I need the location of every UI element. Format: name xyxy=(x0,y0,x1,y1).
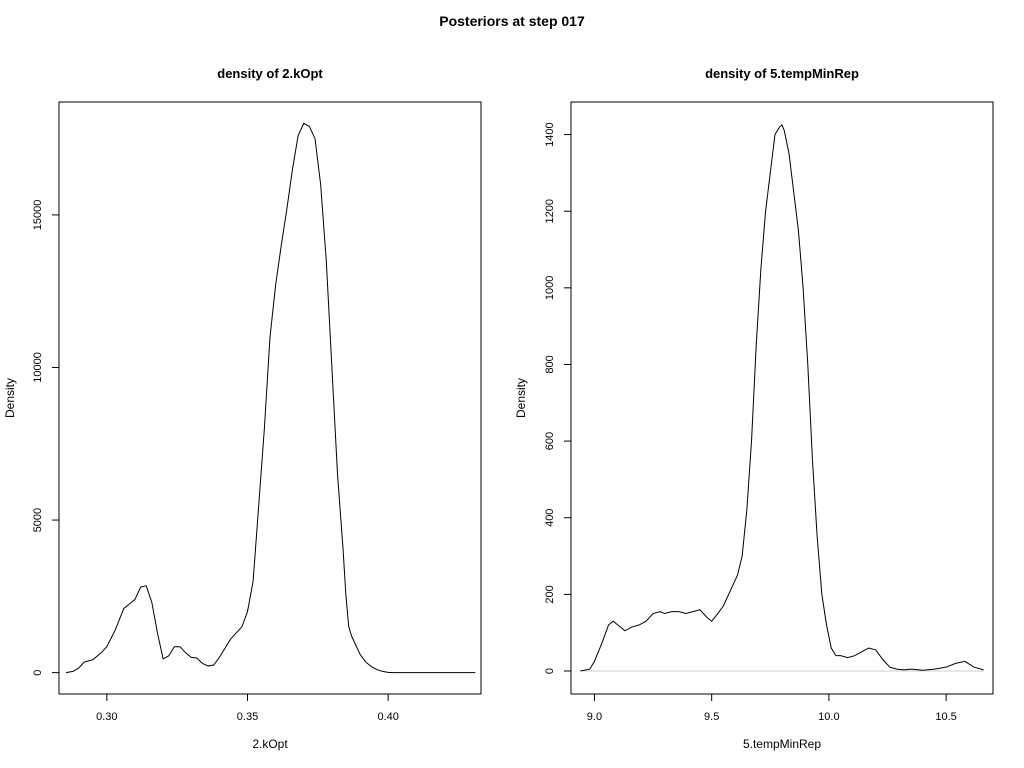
x-tick-label: 0.30 xyxy=(96,711,117,723)
panel-title: density of 2.kOpt xyxy=(217,66,323,81)
y-tick-label: 15000 xyxy=(32,200,44,231)
x-axis-label: 2.kOpt xyxy=(252,737,288,751)
panel-kopt-density: density of 2.kOpt 0.30 0.35 0.40 0 5000 1000… xyxy=(3,66,482,751)
y-tick-label: 0 xyxy=(544,668,556,674)
y-tick-label: 5000 xyxy=(32,508,44,532)
y-tick-label: 10000 xyxy=(32,352,44,383)
x-tick-label: 9.5 xyxy=(704,711,719,723)
plot-frame xyxy=(570,101,994,695)
x-tick-label: 9.0 xyxy=(587,711,602,723)
y-axis-label: Density xyxy=(3,378,17,418)
y-tick-label: 1000 xyxy=(544,276,556,300)
panel-title: density of 5.tempMinRep xyxy=(705,66,859,81)
figure-title: Posteriors at step 017 xyxy=(439,13,585,29)
y-tick-label: 600 xyxy=(544,432,556,450)
y-tick-label: 400 xyxy=(544,509,556,527)
panel-tempminrep-density: density of 5.tempMinRep 9.0 9.5 10.0 10.5 0… xyxy=(514,66,994,751)
density-curve xyxy=(65,122,476,674)
y-axis: 0 200 400 600 800 1000 1200 1400 xyxy=(544,122,572,674)
y-axis: 0 5000 10000 15000 xyxy=(32,200,60,676)
y-tick-label: 200 xyxy=(544,585,556,603)
x-axis: 9.0 9.5 10.0 10.5 xyxy=(587,693,957,723)
x-tick-label: 0.40 xyxy=(377,711,398,723)
x-tick-label: 0.35 xyxy=(237,711,258,723)
density-curve xyxy=(580,124,984,672)
x-tick-label: 10.0 xyxy=(818,711,839,723)
plot-frame xyxy=(58,101,482,695)
x-axis: 0.30 0.35 0.40 xyxy=(96,693,399,723)
y-tick-label: 1200 xyxy=(544,199,556,223)
x-axis-label: 5.tempMinRep xyxy=(743,737,821,751)
y-tick-label: 800 xyxy=(544,355,556,373)
y-tick-label: 0 xyxy=(32,670,44,676)
y-tick-label: 1400 xyxy=(544,122,556,146)
y-axis-label: Density xyxy=(514,378,528,418)
x-tick-label: 10.5 xyxy=(935,711,956,723)
